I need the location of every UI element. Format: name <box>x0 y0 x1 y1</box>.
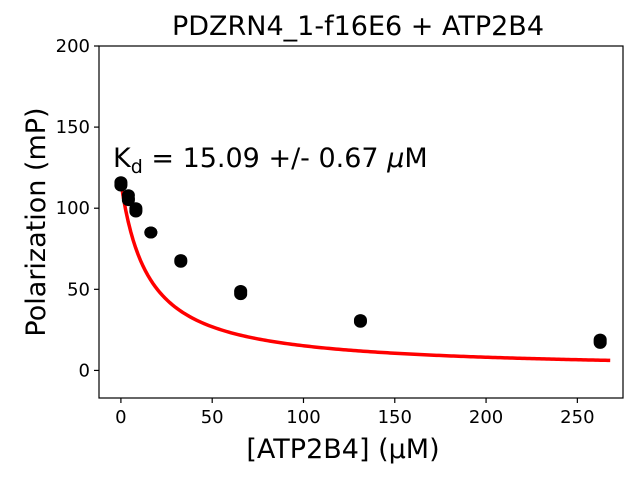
x-tick-label: 150 <box>378 407 412 428</box>
y-axis-ticks: 0 50 100 150 200 <box>56 36 99 381</box>
x-tick-label: 250 <box>560 407 594 428</box>
plot-frame <box>98 45 624 399</box>
data-point <box>121 194 135 207</box>
chart-title: PDZRN4_1-f16E6 + ATP2B4 <box>172 11 544 42</box>
x-axis-ticks: 0 50 100 150 200 250 <box>115 398 595 428</box>
x-tick-label: 200 <box>469 407 503 428</box>
y-tick-label: 0 <box>79 360 90 381</box>
data-point <box>114 179 128 192</box>
data-point <box>593 336 607 349</box>
kd-subscript: d <box>131 156 143 178</box>
kd-prefix: K <box>113 143 132 174</box>
data-points-layer <box>114 176 607 349</box>
x-axis-label: [ATP2B4] (μM) <box>246 434 439 465</box>
x-tick-label: 100 <box>286 407 320 428</box>
kd-value: = 15.09 +/- 0.67 <box>143 143 387 174</box>
data-point <box>129 205 143 218</box>
data-point <box>174 255 188 268</box>
kd-unit: M <box>404 143 427 174</box>
x-tick-label: 0 <box>115 407 126 428</box>
fit-curve-layer <box>119 181 611 363</box>
y-tick-label: 100 <box>56 198 90 219</box>
data-point <box>144 226 158 239</box>
y-tick-label: 150 <box>56 117 90 138</box>
data-point <box>234 288 248 301</box>
fit-curve <box>119 181 611 363</box>
kd-annotation: Kd = 15.09 +/- 0.67 μM <box>113 143 428 178</box>
kd-unit-symbol: μ <box>386 143 404 174</box>
y-tick-label: 200 <box>56 36 90 57</box>
y-axis-label: Polarization (mP) <box>21 107 52 336</box>
x-tick-label: 50 <box>201 407 224 428</box>
y-tick-label: 50 <box>67 279 90 300</box>
data-point <box>353 315 367 328</box>
